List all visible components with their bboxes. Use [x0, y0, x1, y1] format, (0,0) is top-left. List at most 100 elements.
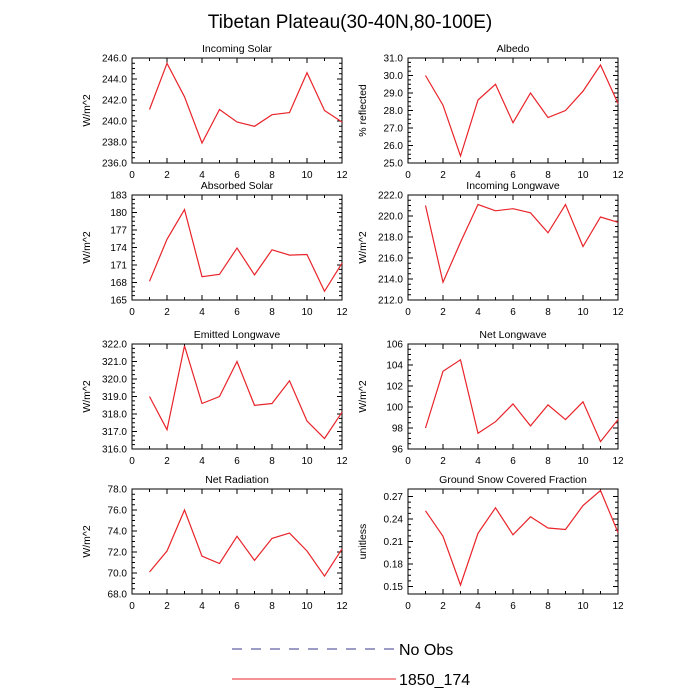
- y-tick-label: 70.0: [108, 569, 128, 580]
- x-tick-label: 0: [129, 307, 135, 318]
- x-tick-label: 6: [234, 456, 240, 467]
- y-tick-label: 177: [110, 226, 127, 237]
- legend-label-no-obs: No Obs: [399, 642, 453, 659]
- series-line-1: [149, 508, 343, 578]
- y-tick-label: 31.0: [384, 54, 404, 65]
- x-tick-label: 8: [545, 170, 551, 181]
- panel-frame: [407, 343, 619, 450]
- panel-title: Incoming Longwave: [466, 180, 560, 192]
- x-tick-label: 2: [440, 601, 446, 612]
- x-tick-label: 12: [612, 601, 624, 612]
- panel-title: Absorbed Solar: [201, 180, 274, 192]
- panel-title: Ground Snow Covered Fraction: [439, 474, 587, 486]
- x-tick-label: 4: [199, 307, 205, 318]
- y-axis-label: W/m^2: [81, 231, 93, 264]
- x-tick-label: 12: [612, 170, 624, 181]
- panel-frame: [131, 488, 343, 595]
- y-tick-label: 168: [110, 278, 127, 289]
- y-tick-label: 316.0: [102, 445, 127, 456]
- x-tick-label: 6: [510, 170, 516, 181]
- y-tick-label: 27.0: [384, 124, 404, 135]
- panel-5: Emitted Longwave W/m^2 0 2 4 6 8 10 12 316.0 317.0…: [81, 329, 348, 467]
- panel-7: Net Radiation W/m^2 0 2 4 6 8 10 12 68.0 70.0 72.0 7…: [81, 474, 348, 612]
- y-tick-label: 222.0: [378, 191, 403, 202]
- y-tick-label: 318.0: [102, 410, 127, 421]
- x-tick-label: 4: [475, 456, 481, 467]
- x-tick-label: 8: [269, 456, 275, 467]
- y-tick-label: 28.0: [384, 106, 404, 117]
- y-tick-label: 218.0: [378, 233, 403, 244]
- y-tick-label: 0.24: [384, 515, 404, 526]
- x-tick-label: 10: [301, 170, 313, 181]
- y-axis-label: unitless: [357, 524, 369, 560]
- y-tick-label: 220.0: [378, 212, 403, 223]
- y-tick-label: 180: [110, 208, 127, 219]
- x-tick-label: 10: [577, 601, 589, 612]
- x-tick-label: 8: [269, 170, 275, 181]
- y-tick-label: 30.0: [384, 71, 404, 82]
- panel-frame: [407, 488, 619, 595]
- y-tick-label: 0.21: [384, 537, 404, 548]
- x-tick-label: 10: [301, 456, 313, 467]
- x-tick-label: 10: [577, 170, 589, 181]
- x-tick-label: 4: [475, 170, 481, 181]
- y-tick-label: 174: [110, 243, 127, 254]
- y-tick-label: 76.0: [108, 506, 128, 517]
- y-tick-label: 96: [392, 445, 404, 456]
- x-tick-label: 10: [301, 307, 313, 318]
- series-line-1: [148, 208, 343, 293]
- x-tick-label: 2: [440, 456, 446, 467]
- y-tick-label: 74.0: [108, 527, 128, 538]
- y-axis-label: W/m^2: [81, 94, 93, 127]
- y-tick-label: 238.0: [102, 138, 127, 149]
- x-tick-label: 12: [612, 307, 624, 318]
- y-axis-label: W/m^2: [357, 380, 369, 413]
- x-tick-label: 6: [234, 307, 240, 318]
- y-axis-label: % reflected: [357, 84, 369, 137]
- y-tick-label: 0.27: [384, 492, 404, 503]
- y-tick-label: 216.0: [378, 254, 403, 265]
- x-tick-label: 0: [405, 456, 411, 467]
- y-tick-label: 165: [110, 296, 127, 307]
- x-tick-label: 0: [129, 170, 135, 181]
- x-tick-label: 6: [234, 601, 240, 612]
- series-line-1: [148, 61, 343, 145]
- x-tick-label: 8: [545, 601, 551, 612]
- y-tick-label: 236.0: [102, 159, 127, 170]
- y-tick-label: 78.0: [108, 485, 128, 496]
- series-line-1: [424, 63, 619, 158]
- x-tick-label: 4: [199, 170, 205, 181]
- x-tick-label: 2: [164, 307, 170, 318]
- panel-title: Incoming Solar: [202, 43, 273, 55]
- panel-8: Ground Snow Covered Fraction unitless 0 2 4 6…: [357, 474, 624, 612]
- y-tick-label: 106: [386, 340, 403, 351]
- x-tick-label: 12: [336, 307, 348, 318]
- x-tick-label: 8: [545, 307, 551, 318]
- x-tick-label: 2: [164, 456, 170, 467]
- y-tick-label: 214.0: [378, 275, 403, 286]
- y-tick-label: 171: [110, 261, 127, 272]
- y-tick-label: 26.0: [384, 141, 404, 152]
- x-tick-label: 12: [336, 601, 348, 612]
- y-tick-label: 104: [386, 361, 403, 372]
- y-axis-label: W/m^2: [357, 231, 369, 264]
- y-tick-label: 29.0: [384, 89, 404, 100]
- x-tick-label: 8: [545, 456, 551, 467]
- x-tick-label: 4: [199, 601, 205, 612]
- x-tick-label: 8: [269, 307, 275, 318]
- x-tick-label: 12: [336, 170, 348, 181]
- y-tick-label: 68.0: [108, 590, 128, 601]
- series-line-1: [424, 358, 619, 443]
- x-tick-label: 0: [405, 601, 411, 612]
- panel-6: Net Longwave W/m^2 0 2 4 6 8 10 12 96 98 100 102 104 1…: [357, 329, 624, 467]
- x-tick-label: 2: [164, 170, 170, 181]
- y-tick-label: 0.15: [384, 582, 404, 593]
- y-tick-label: 321.0: [102, 357, 127, 368]
- x-tick-label: 12: [612, 456, 624, 467]
- panel-frame: [131, 343, 343, 450]
- x-tick-label: 6: [510, 456, 516, 467]
- x-tick-label: 2: [440, 170, 446, 181]
- y-tick-label: 246.0: [102, 54, 127, 65]
- y-tick-label: 102: [386, 382, 403, 393]
